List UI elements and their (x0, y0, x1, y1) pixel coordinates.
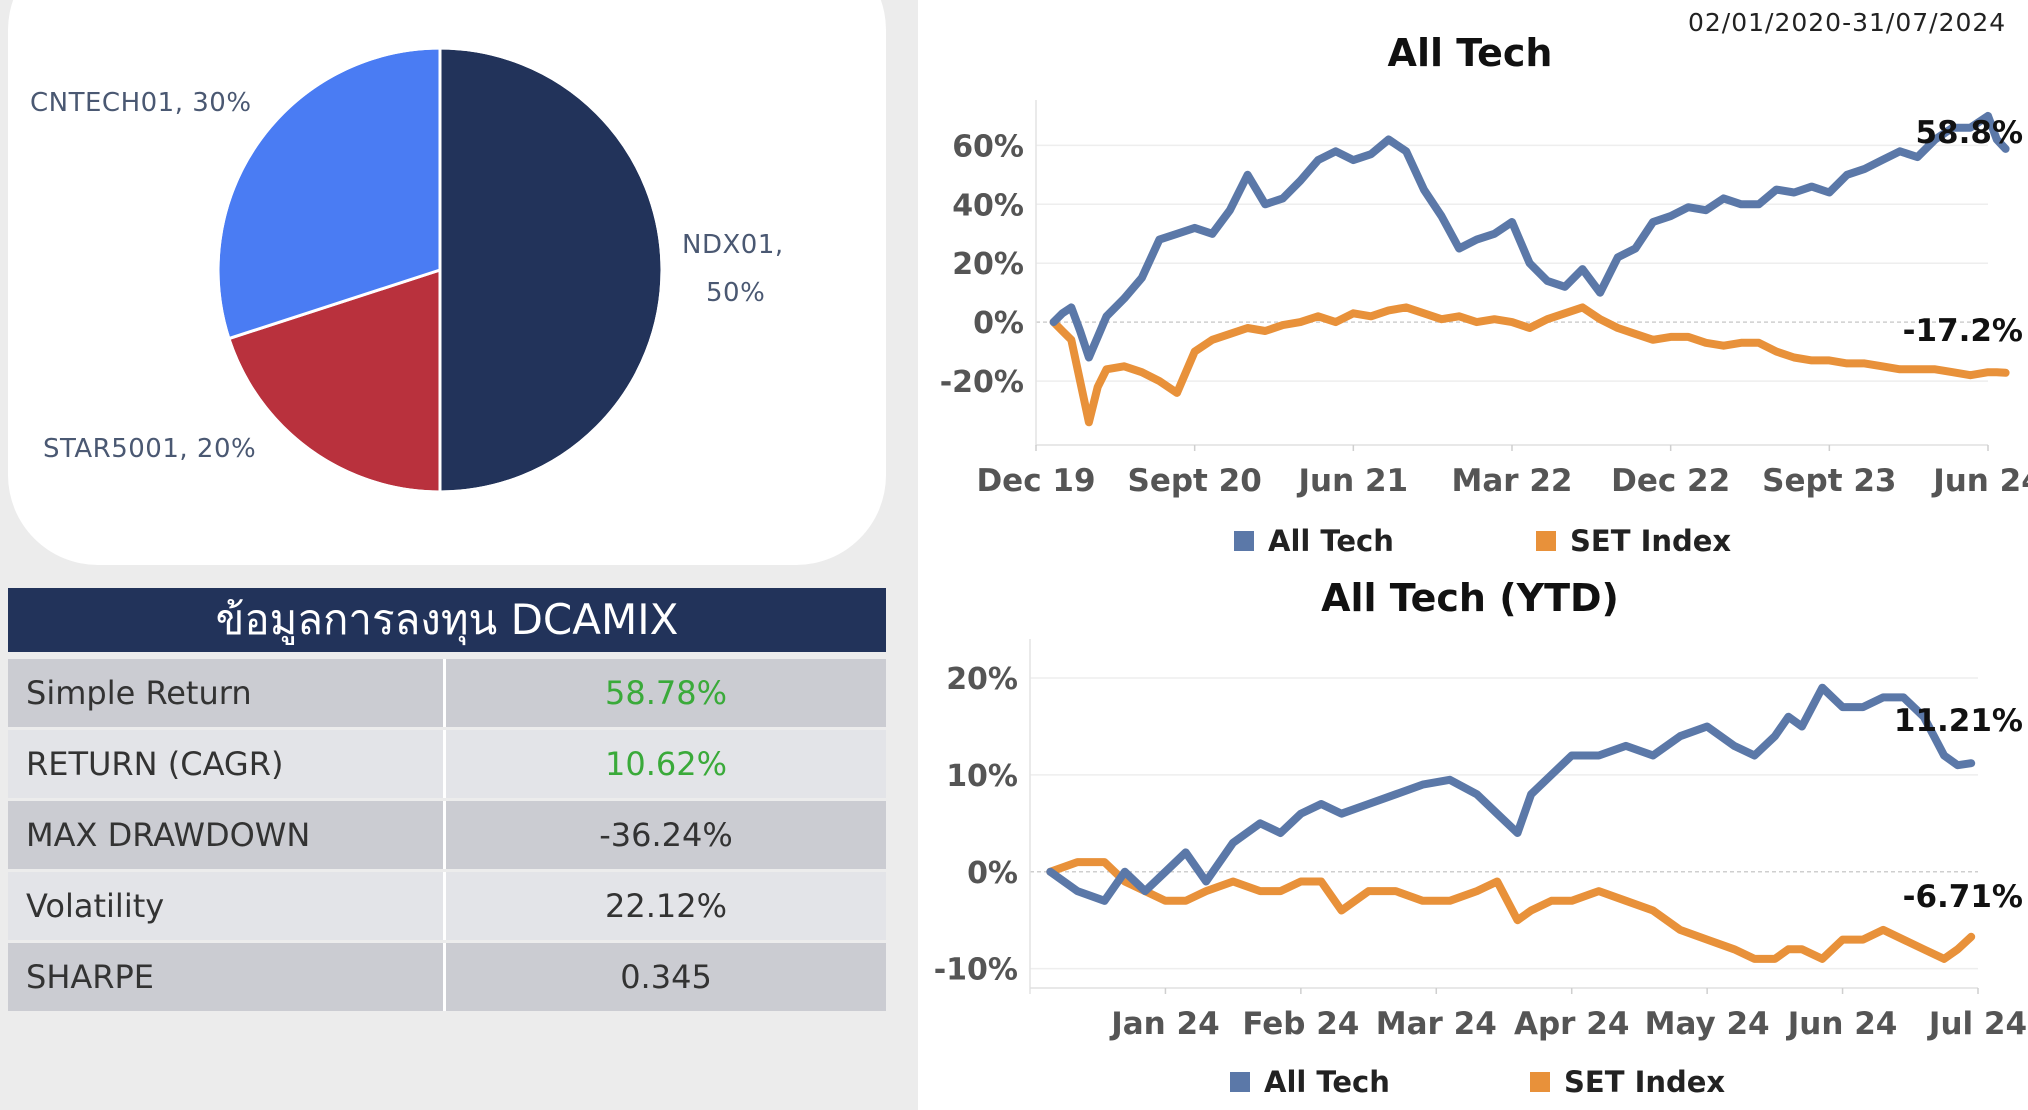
stats-row: Volatility 22.12% (8, 872, 886, 940)
pie-label-ndx01-value: 50% (706, 278, 766, 308)
all-tech-series-line (1049, 111, 2010, 362)
stats-row: RETURN (CAGR) 10.62% (8, 730, 886, 798)
x-tick-label: Sept 20 (1128, 463, 1262, 499)
x-tick-label: Feb 24 (1242, 1006, 1359, 1042)
all-tech-legend-label: All Tech (1264, 1065, 1390, 1099)
pie-outline (216, 46, 664, 494)
y-tick-label: 60% (952, 129, 1024, 164)
set-index-end-label: -17.2% (1903, 313, 2023, 349)
x-tick-label: Jan 24 (1109, 1006, 1219, 1042)
x-tick-label: Jun 24 (1931, 463, 2028, 499)
y-tick-label: 20% (952, 247, 1024, 282)
stats-title: ข้อมูลการลงทุน DCAMIX (8, 588, 886, 652)
y-tick-label: 20% (946, 662, 1018, 697)
stats-value: 58.78% (604, 674, 727, 712)
all-tech-chart: All Tech 60% 40% 20% 0% -20% Dec 19 Sept 20 Jun … (940, 31, 2028, 555)
pie-label-cntech01: CNTECH01, 30% (30, 88, 252, 118)
pie-label-star5001: STAR5001, 20% (43, 434, 257, 464)
set-index-series-line (1046, 858, 1976, 963)
y-tick-label: -20% (940, 365, 1024, 400)
set-index-legend-label: SET Index (1564, 1065, 1725, 1099)
stats-label: SHARPE (8, 943, 446, 1011)
x-tick-label: Dec 22 (1611, 463, 1730, 499)
stats-row: Simple Return 58.78% (8, 659, 886, 727)
y-tick-label: -10% (934, 953, 1018, 988)
x-tick-label: Mar 24 (1376, 1006, 1497, 1042)
stats-label: MAX DRAWDOWN (8, 801, 446, 869)
stats-label: Simple Return (8, 659, 446, 727)
pie-slice-ndx01 (438, 46, 664, 494)
set-index-legend-label: SET Index (1570, 524, 1731, 555)
all-tech-legend-swatch (1230, 1072, 1250, 1092)
stats-value: 10.62% (604, 745, 727, 783)
all-tech-legend-label: All Tech (1268, 524, 1394, 555)
y-tick-label: 0% (967, 856, 1018, 891)
stats-label: RETURN (CAGR) (8, 730, 446, 798)
x-tick-label: Jul 24 (1927, 1006, 2027, 1042)
right-panel-background (918, 0, 2028, 1110)
all-tech-end-label: 58.8% (1915, 115, 2023, 151)
y-tick-label: 0% (973, 306, 1024, 341)
y-tick-label: 40% (952, 188, 1024, 223)
all-tech-series-line (1046, 683, 1976, 905)
stats-value: -36.24% (599, 816, 733, 854)
all-tech-legend-swatch (1234, 531, 1254, 551)
x-tick-label: May 24 (1645, 1006, 1770, 1042)
stats-table: Simple Return 58.78% RETURN (CAGR) 10.62… (8, 659, 886, 1014)
all-tech-end-label: 11.21% (1894, 703, 2023, 739)
x-tick-label: Apr 24 (1514, 1006, 1629, 1042)
allocation-pie-chart (216, 46, 664, 494)
set-index-series-line (1049, 303, 2010, 427)
x-tick-label: Sept 23 (1762, 463, 1896, 499)
set-index-legend-swatch (1536, 531, 1556, 551)
chart-title: All Tech (1388, 31, 1553, 75)
stats-row: MAX DRAWDOWN -36.24% (8, 801, 886, 869)
x-tick-label: Jun 24 (1786, 1006, 1898, 1042)
stats-value: 0.345 (620, 958, 712, 996)
all-tech-ytd-chart: All Tech (YTD) 20% 10% 0% -10% Jan 24 Feb 24 Ma… (934, 576, 2027, 1099)
allocation-card: CNTECH01, 30% NDX01, 50% STAR5001, 20% (8, 0, 886, 565)
chart-title: All Tech (YTD) (1321, 576, 1619, 620)
stats-value: 22.12% (604, 887, 727, 925)
date-range: 02/01/2020-31/07/2024 (1688, 8, 2007, 37)
y-tick-label: 10% (946, 759, 1018, 794)
x-tick-label: Dec 19 (976, 463, 1095, 499)
x-tick-label: Mar 22 (1452, 463, 1573, 499)
set-index-end-label: -6.71% (1903, 879, 2023, 915)
x-tick-label: Jun 21 (1297, 463, 1409, 499)
pie-label-ndx01-name: NDX01, (682, 230, 784, 260)
stats-label: Volatility (8, 872, 446, 940)
stats-row: SHARPE 0.345 (8, 943, 886, 1011)
set-index-legend-swatch (1530, 1072, 1550, 1092)
